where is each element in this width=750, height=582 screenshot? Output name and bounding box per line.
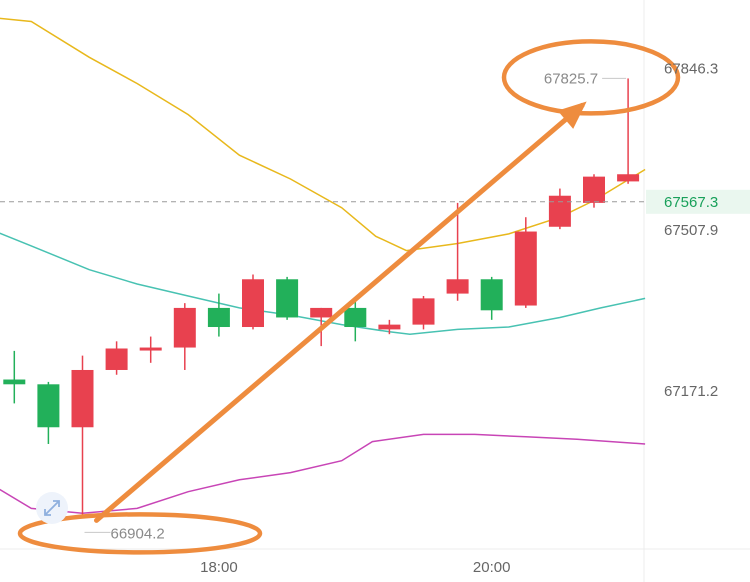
candle [37, 381, 60, 444]
ma-yellow-line [0, 17, 646, 252]
candle-body [242, 279, 264, 328]
candle [207, 293, 230, 337]
candle-body [514, 231, 537, 306]
low-highlight-ellipse [17, 512, 263, 555]
x-tick-label: 18:00 [200, 559, 238, 576]
high-price-label: 67825.7 [544, 70, 598, 87]
last-price-label: 67567.3 [664, 194, 718, 211]
candle-body [344, 307, 367, 328]
candle [378, 319, 401, 335]
candle-body [105, 348, 128, 370]
overlay-layer: 66904.2 67825.7 [0, 39, 681, 555]
last-price-tag-bg [646, 189, 750, 214]
candle-body [412, 298, 435, 325]
candle-body [548, 195, 571, 227]
trend-arrow-head [557, 101, 587, 129]
candle [514, 217, 537, 308]
candle [583, 174, 605, 208]
expand-icon [36, 492, 68, 524]
candle [3, 350, 26, 404]
candle [242, 274, 264, 330]
candle [617, 78, 640, 184]
candle-body [446, 279, 469, 294]
y-tick-label: 67507.9 [664, 222, 718, 239]
candle [412, 295, 435, 330]
low-price-label: 66904.2 [111, 525, 165, 542]
candle [173, 303, 196, 370]
candle [480, 276, 503, 320]
candle-body [310, 307, 333, 318]
candle-layer [3, 78, 640, 519]
ma-teal-line [0, 232, 646, 335]
candle-body [3, 379, 26, 385]
x-tick-label: 20:00 [473, 559, 511, 576]
candle [344, 300, 367, 342]
candle [446, 202, 469, 301]
y-tick-label: 67171.2 [664, 383, 718, 400]
moving-average-layer [0, 17, 646, 514]
candle-body [480, 279, 503, 311]
y-tick-label: 67846.3 [664, 61, 718, 78]
candle [105, 341, 128, 375]
trend-arrow-shaft [94, 102, 585, 523]
candle-body [173, 307, 196, 348]
high-highlight-ellipse [501, 39, 681, 116]
candle [276, 276, 299, 320]
candle-body [71, 369, 94, 428]
axis-layer: 67846.3 67507.9 67171.2 18:00 20:00 67567.3 [200, 61, 750, 576]
candle-body [139, 347, 162, 351]
expand-icon-glyph [44, 500, 60, 516]
candle-body [207, 307, 230, 328]
candle [71, 355, 94, 519]
candle-body [276, 279, 299, 318]
candle-body [583, 176, 605, 203]
candle-body [378, 324, 401, 330]
candle [548, 188, 571, 230]
candle-body [617, 174, 640, 182]
candle-body [37, 384, 60, 428]
candle [139, 336, 162, 363]
ma-magenta-line [0, 433, 646, 514]
